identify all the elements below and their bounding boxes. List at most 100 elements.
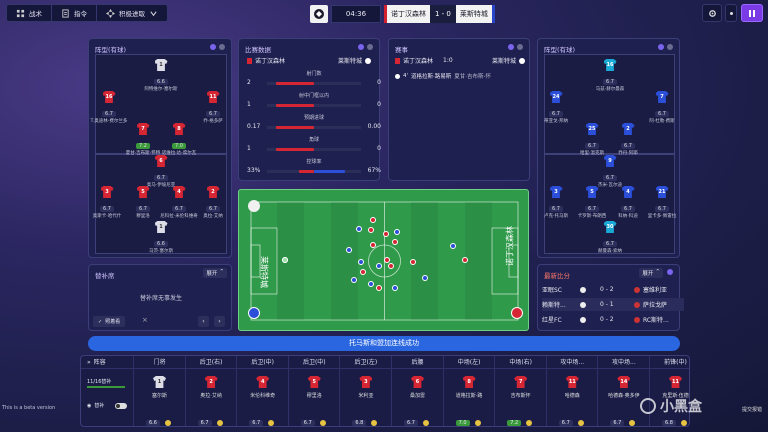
player-rating: 6.7 xyxy=(249,420,264,426)
player-marker[interactable]: 30 6.7 赫曼森·索纳 xyxy=(590,221,630,254)
player-marker[interactable]: 4 6.7 科纳·科迪 xyxy=(608,186,648,219)
close-icon[interactable]: × xyxy=(142,316,148,324)
player-rating: 6.7 xyxy=(300,420,315,426)
shirt-icon: 4 xyxy=(172,186,186,198)
more-button[interactable] xyxy=(725,4,737,22)
lineup-slot[interactable]: 中场(右) 7 吉布斯怀 7.2 xyxy=(494,356,547,426)
lineup-slot[interactable]: 后卫(左) 3 米利亚 6.8 xyxy=(339,356,392,426)
player-marker[interactable]: 3 6.7 奥斯卡·哈代什 xyxy=(87,186,127,219)
follow-toggle[interactable]: ✓ 照着看 xyxy=(93,316,126,327)
stats-away-team: 莱斯特城 xyxy=(338,56,371,65)
lineup-slot[interactable]: 前锋(中) 11 克里斯·伍德 6.8 xyxy=(649,356,689,426)
away-formation-panel: 阵型(有球) 16 6.7 马兹·赫尔曼森 24 6.7 蒂亚戈·邦纳 7 6.7 阿·杜勒·费… xyxy=(537,38,680,258)
player-marker[interactable]: 16 6.7 马兹·赫尔曼森 xyxy=(590,59,630,92)
player-marker[interactable]: 8 7.0 诺维拉·达-席尔瓦 xyxy=(159,123,199,156)
player-name: 夏甘·吉布斯-怀特 xyxy=(125,151,161,156)
report-link[interactable]: 提交报错 xyxy=(742,407,763,413)
player-rating: 6.8 xyxy=(662,420,676,426)
player-marker[interactable]: 6 6.7 奥马·伊坡尼亚 xyxy=(141,155,181,188)
live-pitch: 莱斯特城 诺丁汉森林 xyxy=(238,189,529,331)
shirt-icon: 3 xyxy=(100,186,114,198)
player-name: 奥拉·艾纳 xyxy=(200,393,222,399)
panel-menu[interactable] xyxy=(358,44,373,50)
subs-expand-label: 展开 xyxy=(206,271,218,277)
mood-icon xyxy=(681,420,687,426)
shirt-icon: 16 xyxy=(603,59,617,71)
home-shirt-icon xyxy=(395,57,400,64)
shirt-icon: 11 xyxy=(669,376,682,388)
lineup-slot[interactable]: 攻中场... 11 哈德森 6.7 xyxy=(545,356,598,426)
instructions-button[interactable]: 指令 xyxy=(52,5,97,21)
tactics-button[interactable]: 战术 xyxy=(7,5,52,21)
lineup-slot[interactable]: 后卫(中) 5 穆里洛 6.7 xyxy=(287,356,340,426)
player-rating: 6.7 xyxy=(603,175,617,181)
pause-button[interactable] xyxy=(741,4,763,22)
player-marker[interactable]: 11 6.7 乔·格多萨 xyxy=(193,91,233,124)
shirt-icon: 2 xyxy=(204,376,218,388)
player-marker[interactable]: 7 6.7 阿·杜勒·费斯 xyxy=(642,91,682,124)
panel-menu[interactable] xyxy=(658,44,673,50)
player-name: 马兹·赫尔曼森 xyxy=(595,87,625,92)
shirt-icon: 25 xyxy=(585,123,599,135)
mood-icon xyxy=(319,420,326,426)
lineup-slot[interactable]: 门将 1 塞尔斯 6.6 xyxy=(133,356,185,426)
score-row[interactable]: 红星FC 0 - 2 RC斯特... xyxy=(542,313,684,326)
lineup-slot[interactable]: 中场(左) 8 道格拉斯·路 7.0 xyxy=(442,356,495,426)
player-rating: 6.8 xyxy=(352,420,367,426)
score-row[interactable]: 赖斯特... 0 - 1 萨拉戈萨 xyxy=(542,298,684,311)
player-name: 哈里·温克斯 xyxy=(580,151,604,156)
player-marker[interactable]: 5 6.7 穆里洛 xyxy=(123,186,163,219)
player-marker[interactable]: 4 6.7 尼科拉·米伦科维奇 xyxy=(159,186,199,219)
player-marker[interactable]: 16 6.7 T.奥迪林-费尔兰多 xyxy=(89,91,129,124)
arrows-icon xyxy=(106,8,115,18)
lineup-slot[interactable]: 后腰 6 桑加雷 6.7 xyxy=(391,356,443,426)
player-marker[interactable]: 7 7.2 夏甘·吉布斯-怀特 xyxy=(123,123,163,156)
player-rating: 7.0 xyxy=(455,420,470,426)
score-row[interactable]: 亚眠SC 0 - 2 塞维利亚 xyxy=(542,283,684,296)
subs-toggle-row: ◉ 替补 xyxy=(87,402,128,409)
player-rating: 6.7 xyxy=(585,143,599,149)
lineup-slot[interactable]: 后卫(右) 2 奥拉·艾纳 6.7 xyxy=(184,356,237,426)
dot-icon xyxy=(358,44,364,50)
player-marker[interactable]: 1 6.6 阿特维尔-塞尔斯 xyxy=(141,59,181,92)
player-marker[interactable]: 25 6.7 哈里·温克斯 xyxy=(572,123,612,156)
player-name: 诺维拉·达-席尔瓦 xyxy=(161,151,197,156)
player-marker[interactable]: 1 6.6 马茨·塞尔斯 xyxy=(141,221,181,254)
dot-icon xyxy=(658,44,664,50)
panel-menu[interactable] xyxy=(508,44,523,50)
home-team-name: 诺丁汉森林 xyxy=(391,10,426,18)
lineup-slot[interactable]: 后卫(中) 4 米伦科维奇 6.7 xyxy=(236,356,289,426)
watermark-text: 小黑盒 xyxy=(660,399,702,415)
player-marker[interactable]: 2 6.7 奥拉·艾纳 xyxy=(193,186,233,219)
player-marker[interactable]: 21 6.7 里卡多·佩雷拉 xyxy=(642,186,682,219)
player-name: 尼科拉·米伦科维奇 xyxy=(160,214,198,219)
stat-home-bar xyxy=(298,170,314,173)
mentality-dropdown[interactable]: 积极进取 xyxy=(97,5,167,21)
subs-toggle-switch[interactable] xyxy=(115,402,128,409)
home-formation-title: 阵型(有球) xyxy=(95,46,127,54)
player-marker[interactable]: 24 6.7 蒂亚戈·邦纳 xyxy=(536,91,576,124)
settings-button[interactable] xyxy=(702,4,722,22)
subs-expand-button[interactable]: 展开 ⌃ xyxy=(203,268,227,278)
player-rating: 6.6 xyxy=(146,420,160,426)
grid-icon xyxy=(16,9,25,18)
lineup-slot[interactable]: 攻中场... 14 哈德森·奥多伊 6.7 xyxy=(597,356,650,426)
player-name: 哈德森·奥多伊 xyxy=(608,393,640,399)
prev-page-button[interactable]: ‹ xyxy=(198,316,209,327)
next-page-button[interactable]: › xyxy=(214,316,225,327)
shirt-icon: 9 xyxy=(603,155,617,167)
mood-icon xyxy=(216,420,223,426)
dot-icon xyxy=(367,44,373,50)
player-marker[interactable]: 2 6.7 乔丹·阿耶 xyxy=(608,123,648,156)
shirt-icon: 4 xyxy=(256,376,270,388)
shirt-icon: 4 xyxy=(621,186,635,198)
away-pitch-bottom xyxy=(544,154,675,254)
player-name: 穆里洛 xyxy=(306,393,322,399)
team-crest-icon xyxy=(580,301,586,308)
player-marker[interactable]: 3 6.7 卢克·托马斯 xyxy=(536,186,576,219)
recent-expand-button[interactable]: 展开 ⌃ xyxy=(639,268,663,278)
player-rating: 6.7 xyxy=(621,206,635,212)
player-marker[interactable]: 9 6.7 杰米·瓦尔迪 xyxy=(590,155,630,188)
panel-menu[interactable] xyxy=(210,44,225,50)
player-marker[interactable]: 5 6.7 卡罗斯·布朗西 xyxy=(572,186,612,219)
